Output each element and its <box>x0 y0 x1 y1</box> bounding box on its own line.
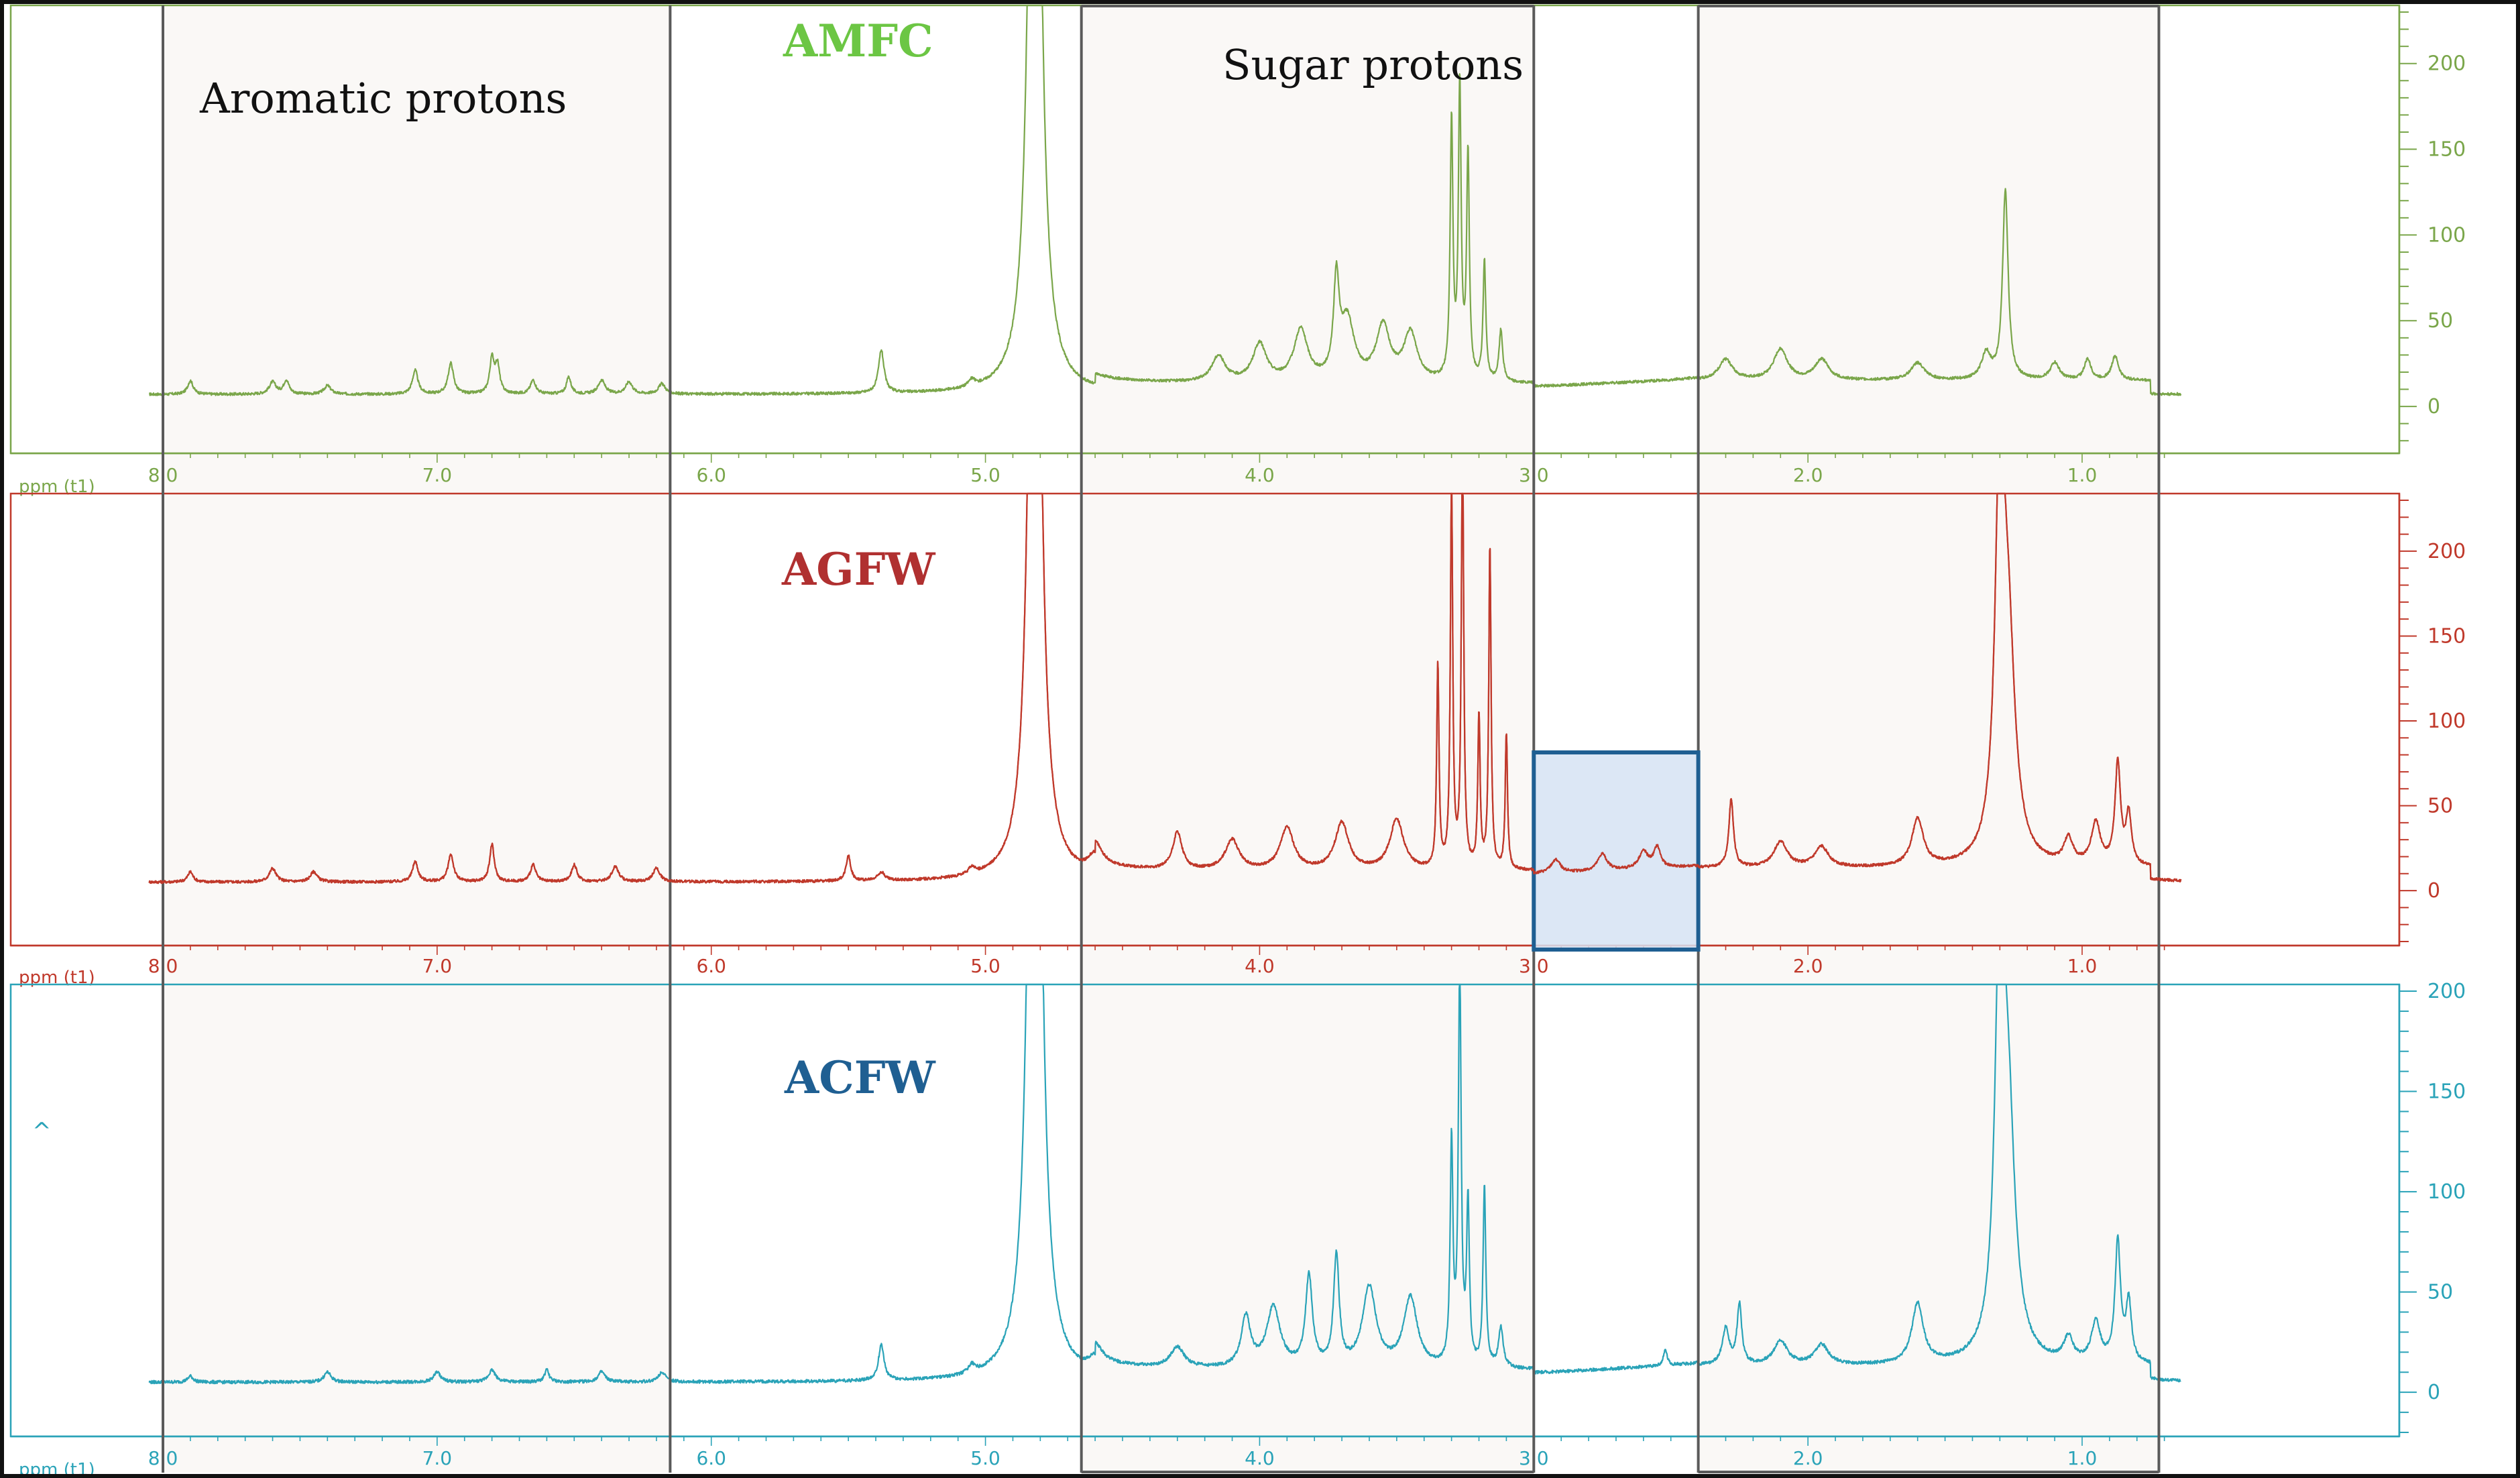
shaded-band-2 <box>1698 5 2159 1473</box>
y-tick-label: 200 <box>2427 540 2466 563</box>
y-tick-label: 150 <box>2427 624 2466 648</box>
spectrum-line-overlay <box>148 492 2182 885</box>
x-tick-label: 2.0 <box>1793 1447 1823 1469</box>
x-tick-label: 1.0 <box>2067 1447 2098 1469</box>
x-tick-label: 6.0 <box>696 464 726 486</box>
y-tick-label: 0 <box>2427 879 2440 903</box>
y-tick-label: 50 <box>2427 1281 2453 1304</box>
x-tick-label: 4.0 <box>1245 955 1275 977</box>
y-tick-label: 150 <box>2427 138 2466 162</box>
y-tick-label: 0 <box>2427 395 2440 418</box>
y-tick-label: 100 <box>2427 223 2466 247</box>
spectrum-line <box>149 4 2182 396</box>
stray-mark: ^ <box>32 1118 52 1145</box>
panel-title-agfw: AGFW <box>781 543 935 595</box>
shaded-band-0 <box>163 5 671 1473</box>
x-tick-label: 1.0 <box>2067 955 2098 977</box>
y-tick-label: 0 <box>2427 1381 2440 1404</box>
x-tick-label: 5.0 <box>970 1447 1000 1469</box>
region-bands <box>163 5 2159 1473</box>
y-tick-label: 200 <box>2427 52 2466 76</box>
sugar-protons-label: Sugar protons <box>1222 40 1524 89</box>
y-tick-label: 50 <box>2427 309 2453 333</box>
x-tick-label: 5.0 <box>970 955 1000 977</box>
y-tick-label: 100 <box>2427 709 2466 733</box>
x-tick-label: 7.0 <box>422 464 453 486</box>
x-tick-label: 6.0 <box>696 955 726 977</box>
shaded-band-1 <box>1081 5 1534 1473</box>
panel-title-acfw: ACFW <box>784 1051 936 1104</box>
x-tick-label: 2.0 <box>1793 464 1823 486</box>
x-tick-label: 4.0 <box>1245 1447 1275 1469</box>
x-tick-label: 1.0 <box>2067 464 2098 486</box>
x-tick-label: 6.0 <box>696 1447 726 1469</box>
y-tick-label: 150 <box>2427 1080 2466 1104</box>
x-tick-label: 5.0 <box>970 464 1000 486</box>
x-tick-label: 4.0 <box>1245 464 1275 486</box>
x-tick-label: 2.0 <box>1793 955 1823 977</box>
x-tick-label: 7.0 <box>422 1447 453 1469</box>
panel-title-amfc: AMFC <box>783 15 933 67</box>
aromatic-protons-label: Aromatic protons <box>199 74 567 123</box>
x-tick-label: 7.0 <box>422 955 453 977</box>
y-tick-label: 100 <box>2427 1180 2466 1204</box>
highlight-box <box>1532 750 1701 952</box>
y-tick-label: 50 <box>2427 795 2453 818</box>
spectrum-line <box>148 983 2181 1385</box>
region-divider-lines <box>162 5 2161 1473</box>
y-tick-label: 200 <box>2427 980 2466 1003</box>
